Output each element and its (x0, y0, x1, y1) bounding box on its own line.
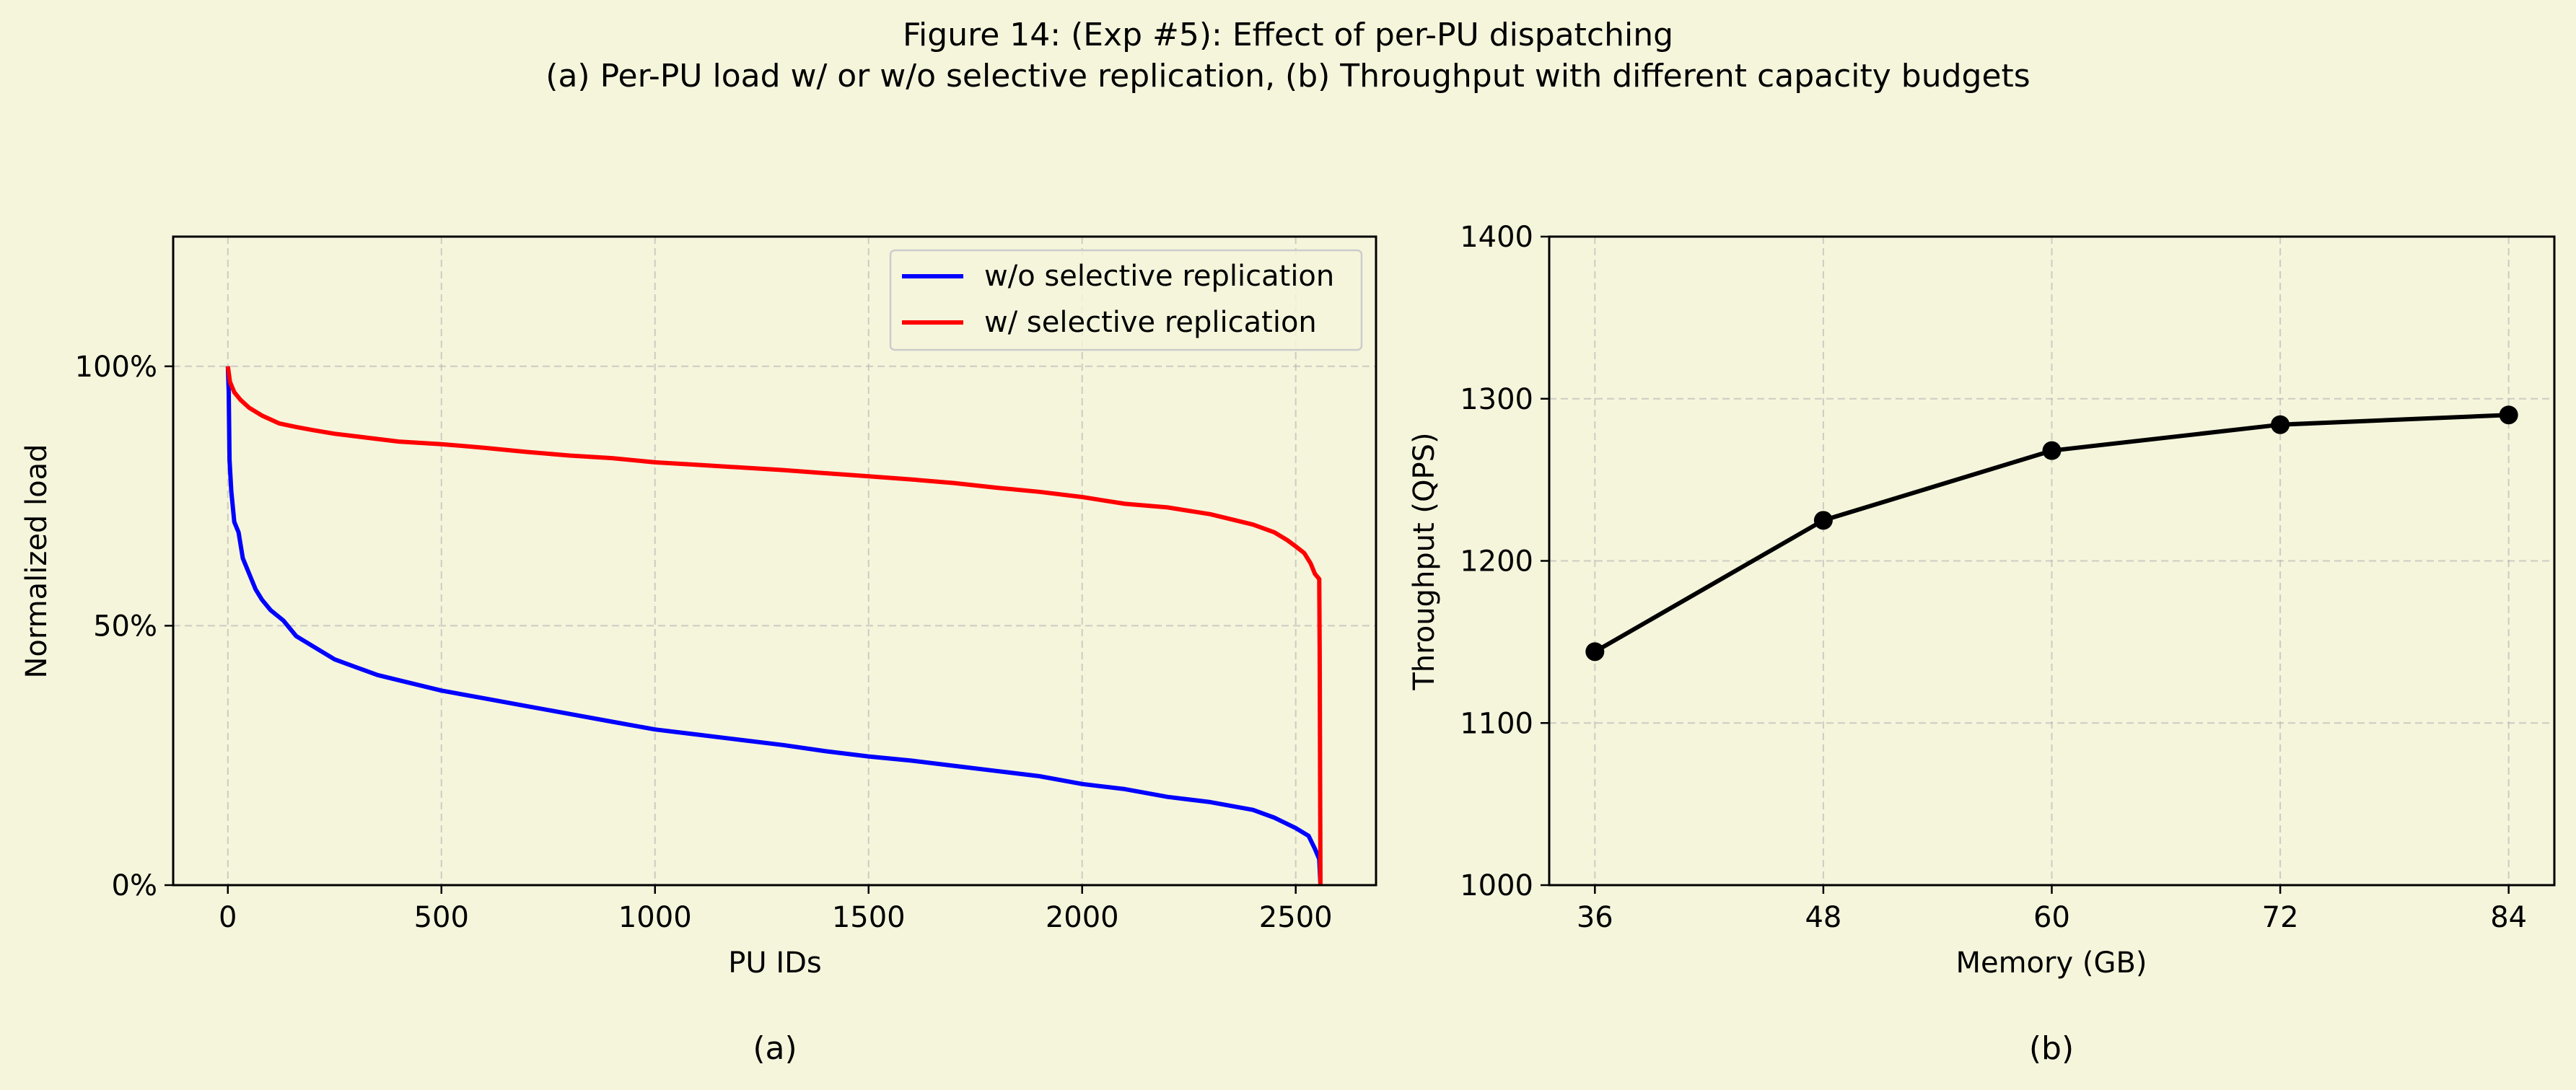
throughput-chart-x-label: Memory (GB) (1955, 946, 2147, 980)
throughput-data-point (1813, 511, 1833, 530)
throughput-data-point (1585, 642, 1605, 662)
throughput-data-point (2499, 405, 2518, 425)
throughput-chart-x-tick-label: 84 (2490, 901, 2527, 934)
load-chart-x-tick-label: 0 (219, 901, 237, 934)
throughput-chart-x-ticks: 36 48 60 72 84 (1577, 885, 2527, 934)
figure-title-line-1: Figure 14: (Exp #5): Effect of per-PU di… (903, 17, 1673, 53)
throughput-data-point (2271, 415, 2290, 434)
load-chart-x-tick-label: 1500 (832, 901, 906, 934)
legend-label-without-replication: w/o selective replication (984, 260, 1334, 293)
throughput-chart-lines (1585, 405, 2518, 662)
throughput-chart-panel: 36 48 60 72 84 1000 1100 1200 1300 1400 Memory (… (1408, 221, 2556, 1067)
throughput-chart-y-ticks: 1000 1100 1200 1300 1400 (1460, 221, 1549, 902)
load-chart-y-ticks: 0% 50% 100% (75, 351, 173, 902)
throughput-chart-panel-label: (b) (2029, 1030, 2074, 1067)
load-chart-x-tick-label: 2000 (1046, 901, 1119, 934)
figure-title-line-2: (a) Per-PU load w/ or w/o selective repl… (546, 58, 2030, 95)
legend-label-with-replication: w/ selective replication (984, 306, 1317, 339)
throughput-chart-y-tick-label: 1300 (1460, 383, 1533, 416)
throughput-chart-y-tick-label: 1000 (1460, 869, 1533, 902)
load-chart-x-label: PU IDs (728, 946, 822, 980)
load-chart-x-tick-label: 2500 (1259, 901, 1333, 934)
load-chart-x-tick-label: 500 (414, 901, 469, 934)
load-series-line-without-replication (225, 366, 1323, 886)
throughput-chart-y-label: Throughput (QPS) (1408, 432, 1441, 690)
throughput-data-point (2042, 441, 2062, 460)
throughput-chart-y-tick-label: 1400 (1460, 221, 1533, 254)
load-chart-lines (225, 366, 1323, 886)
load-chart-y-tick-label: 0% (112, 869, 157, 902)
load-series-line-with-replication (225, 366, 1323, 886)
load-chart-x-ticks: 0 500 1000 1500 2000 2500 (219, 885, 1333, 934)
throughput-chart-x-tick-label: 48 (1805, 901, 1841, 934)
throughput-chart-grid (1549, 236, 2554, 886)
legend-box (889, 249, 1363, 351)
load-chart-panel-label: (a) (753, 1030, 797, 1067)
load-chart-panel: 0 500 1000 1500 2000 2500 0% 50% 100% PU IDs No… (20, 235, 1377, 1067)
throughput-chart-y-tick-label: 1200 (1460, 545, 1533, 579)
throughput-chart-x-tick-label: 72 (2262, 901, 2299, 934)
load-chart-frame (172, 235, 1377, 887)
load-chart-y-tick-label: 100% (75, 351, 157, 384)
load-chart-legend: w/o selective replication w/ selective r… (889, 249, 1363, 351)
throughput-chart-y-tick-label: 1100 (1460, 707, 1533, 740)
load-chart-y-label: Normalized load (20, 444, 53, 678)
load-chart-x-tick-label: 1000 (618, 901, 692, 934)
load-chart-y-tick-label: 50% (93, 610, 157, 643)
throughput-chart-x-tick-label: 60 (2033, 901, 2070, 934)
throughput-chart-x-tick-label: 36 (1577, 901, 1613, 934)
